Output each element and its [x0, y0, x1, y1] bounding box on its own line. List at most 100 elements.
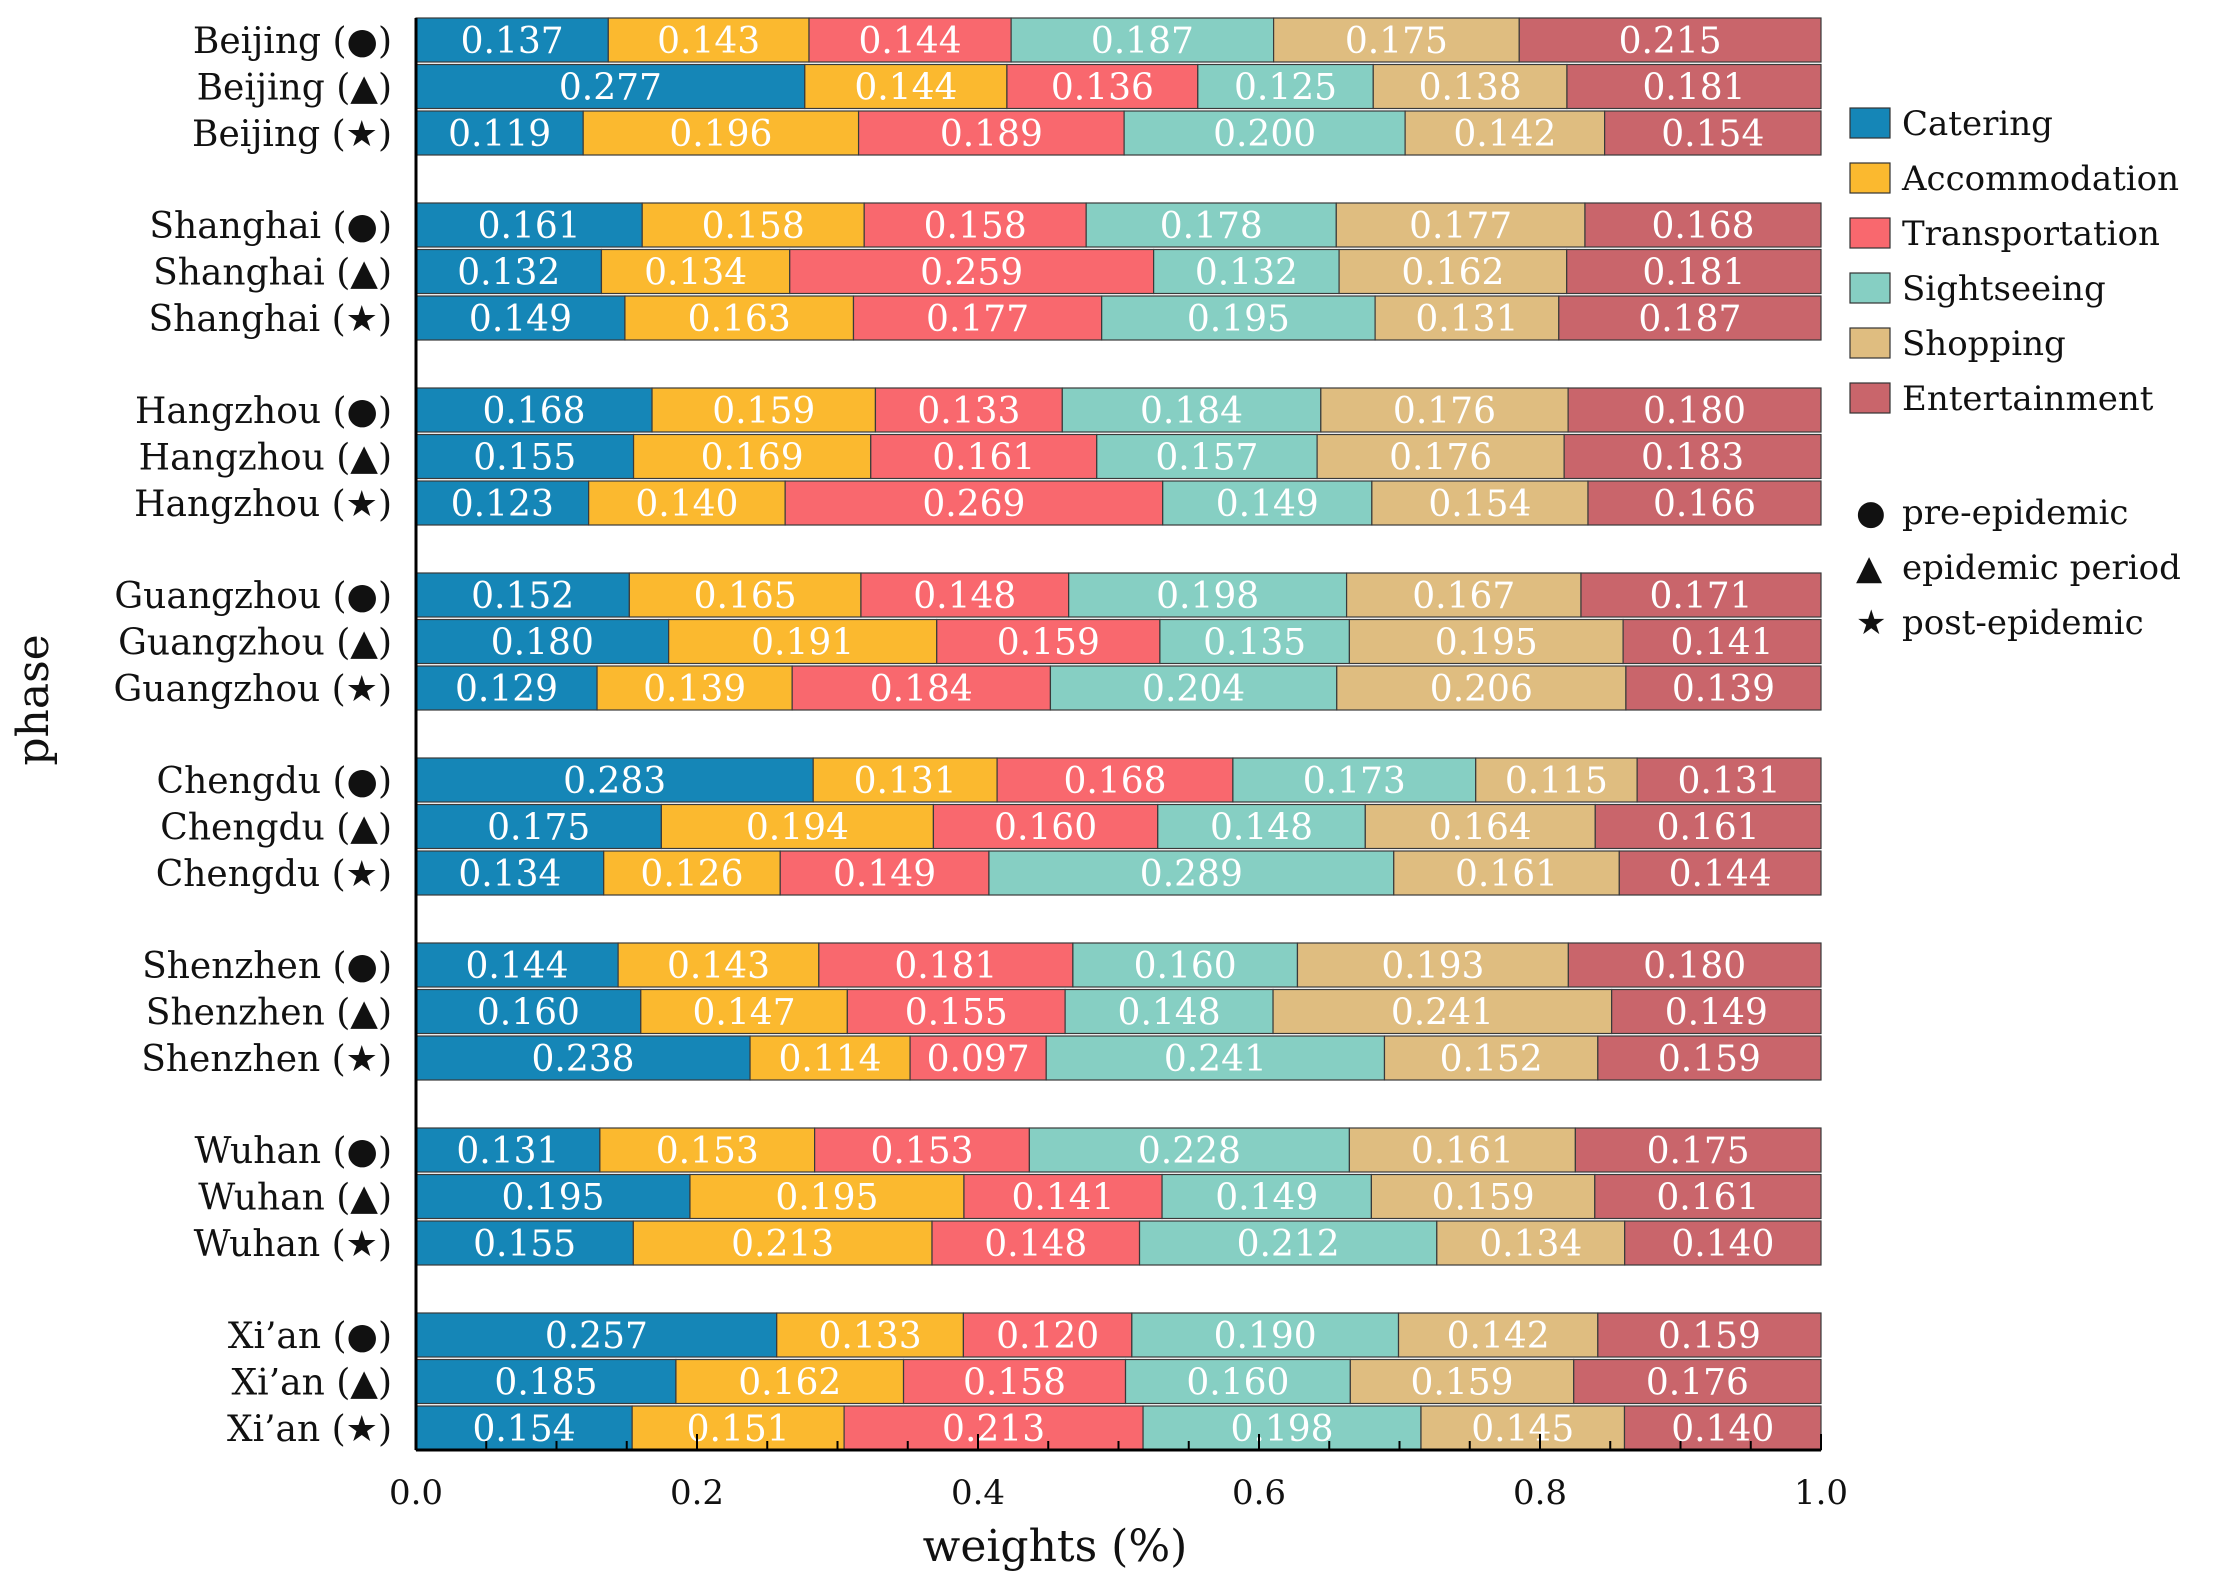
- bar-value-label: 0.181: [894, 946, 997, 987]
- bar-segment: [1006, 63, 1199, 110]
- row-label: Xi’an (★): [227, 1409, 392, 1450]
- bar-value-label: 0.196: [669, 114, 772, 155]
- bar-value-label: 0.187: [1638, 299, 1741, 340]
- bar-segment: [1611, 988, 1822, 1035]
- legend-phase-symbol: ●: [1856, 493, 1886, 533]
- bar-value-label: 0.115: [1505, 761, 1608, 802]
- bar-segment: [415, 202, 643, 248]
- bar-segment: [1157, 803, 1366, 850]
- row-label: Wuhan (●): [194, 1131, 392, 1172]
- bar-value-label: 0.204: [1142, 669, 1245, 710]
- bar-segment: [415, 1405, 633, 1451]
- bar-segment: [1345, 572, 1582, 618]
- bar-segment: [1597, 1312, 1822, 1358]
- bar-value-label: 0.198: [1230, 1409, 1333, 1450]
- bar-segment: [415, 1220, 634, 1266]
- bar-segment: [808, 17, 1012, 63]
- y-axis-title: phase: [8, 634, 59, 765]
- bar-segment: [1624, 1220, 1822, 1266]
- bar-segment: [870, 433, 1098, 480]
- bar-value-label: 0.241: [1391, 993, 1494, 1034]
- bar-value-label: 0.185: [494, 1363, 597, 1404]
- bar-segment: [776, 1312, 965, 1358]
- bar-segment: [1597, 1035, 1822, 1081]
- bar-value-label: 0.180: [1643, 946, 1746, 987]
- bar-segment: [599, 1127, 816, 1173]
- row-label: Beijing (★): [192, 114, 392, 155]
- row-labels: Beijing (●) Beijing (▲) Beijing (★) Shangha…: [114, 21, 392, 1450]
- bar-segment: [1618, 850, 1822, 896]
- bar-value-label: 0.160: [1186, 1363, 1289, 1404]
- row-label: Shanghai (▲): [153, 253, 392, 294]
- bar-segment: [1161, 1173, 1373, 1220]
- bar-value-label: 0.177: [926, 299, 1029, 340]
- bar-value-label: 0.133: [917, 391, 1020, 432]
- bar-value-label: 0.176: [1646, 1363, 1749, 1404]
- bar-value-label: 0.175: [487, 808, 590, 849]
- bar-value-label: 0.176: [1393, 391, 1496, 432]
- legend-phase-label: post-epidemic: [1902, 603, 2144, 643]
- bar-segment: [415, 110, 584, 156]
- bar-segment: [1296, 942, 1569, 988]
- bar-segment: [651, 387, 877, 433]
- bar-value-label: 0.257: [545, 1316, 648, 1357]
- legend-entry-label: Transportation: [1902, 214, 2160, 254]
- bar-segment: [415, 248, 603, 295]
- legend-entry-label: Catering: [1902, 104, 2053, 144]
- bar-value-label: 0.141: [1011, 1178, 1114, 1219]
- bar-value-label: 0.180: [1643, 391, 1746, 432]
- bar-segment: [779, 850, 990, 896]
- bar-value-label: 0.168: [1063, 761, 1166, 802]
- bar-value-label: 0.155: [473, 1224, 576, 1265]
- bar-segment: [1574, 1127, 1822, 1173]
- bar-segment: [1573, 1358, 1822, 1405]
- row-label: Chengdu (▲): [160, 808, 392, 849]
- bar-segment: [812, 757, 998, 803]
- bar-value-label: 0.119: [448, 114, 551, 155]
- legend-swatch: [1849, 327, 1891, 359]
- bar-segment: [909, 1035, 1047, 1081]
- bar-segment: [791, 665, 1052, 711]
- bar-segment: [1580, 572, 1822, 618]
- bar-value-label: 0.140: [1671, 1224, 1774, 1265]
- bar-value-label: 0.134: [644, 253, 747, 294]
- bar-segment: [617, 942, 820, 988]
- bar-segment: [415, 665, 598, 711]
- bar-value-label: 0.213: [942, 1409, 1045, 1450]
- bar-value-label: 0.136: [1051, 68, 1154, 109]
- bar-segment: [1374, 295, 1560, 341]
- bar-segment: [1567, 387, 1822, 433]
- bar-value-label: 0.155: [905, 993, 1008, 1034]
- bar-value-label: 0.195: [775, 1178, 878, 1219]
- legend-entry-label: Sightseeing: [1902, 269, 2106, 309]
- bar-value-label: 0.189: [940, 114, 1043, 155]
- bar-value-label: 0.139: [1672, 669, 1775, 710]
- bar-value-label: 0.206: [1430, 669, 1533, 710]
- bar-segment: [1475, 757, 1638, 803]
- bar-segment: [1131, 1312, 1400, 1358]
- bar-segment: [1563, 433, 1822, 480]
- x-tick-label: 0.0: [389, 1473, 443, 1513]
- bar-segment: [1558, 295, 1822, 341]
- bar-segment: [415, 618, 670, 665]
- bar-value-label: 0.212: [1237, 1224, 1340, 1265]
- bar-value-label: 0.129: [455, 669, 558, 710]
- bar-value-label: 0.159: [1658, 1316, 1761, 1357]
- row-label: Chengdu (●): [157, 761, 392, 802]
- row-label: Guangzhou (●): [114, 576, 392, 617]
- bar-segment: [1349, 1358, 1575, 1405]
- bar-segment: [996, 757, 1234, 803]
- bar-segment: [1594, 1173, 1822, 1220]
- x-tick-label: 0.4: [951, 1473, 1005, 1513]
- bar-segment: [640, 988, 848, 1035]
- bar-value-label: 0.141: [1671, 623, 1774, 664]
- legend-swatch: [1849, 162, 1891, 194]
- bar-value-label: 0.149: [1665, 993, 1768, 1034]
- bar-value-label: 0.195: [1435, 623, 1538, 664]
- bar-segment: [588, 480, 786, 526]
- bar-value-label: 0.184: [870, 669, 973, 710]
- bar-segment: [1138, 1220, 1438, 1266]
- bar-value-label: 0.132: [1195, 253, 1298, 294]
- bar-segment: [628, 572, 862, 618]
- bar-value-label: 0.168: [1651, 206, 1754, 247]
